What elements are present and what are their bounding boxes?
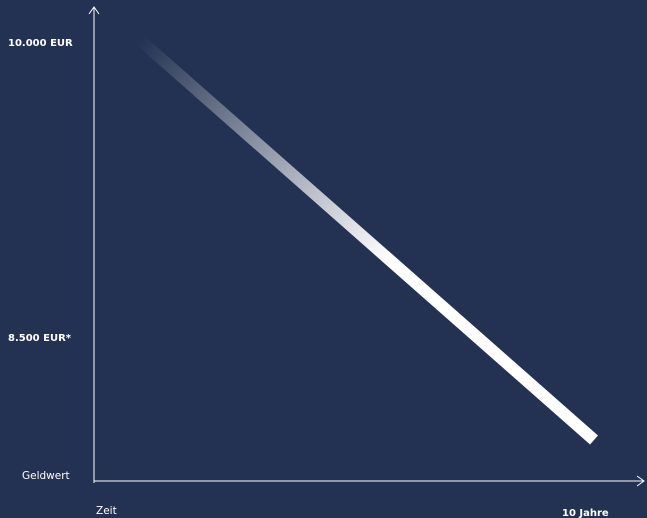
x-axis-label: Zeit (96, 505, 117, 517)
y-tick-label-bottom: 8.500 EUR* (8, 333, 72, 344)
x-tick-label-end: 10 Jahre (562, 508, 609, 518)
x-axis (94, 475, 645, 487)
x-axis-arrow-icon (636, 475, 645, 487)
series-line (136, 35, 598, 445)
y-tick-label-top: 10.000 EUR (8, 38, 73, 49)
y-axis-label: Geldwert (22, 470, 70, 482)
y-axis (88, 6, 100, 483)
y-axis-arrow-icon (88, 6, 100, 15)
